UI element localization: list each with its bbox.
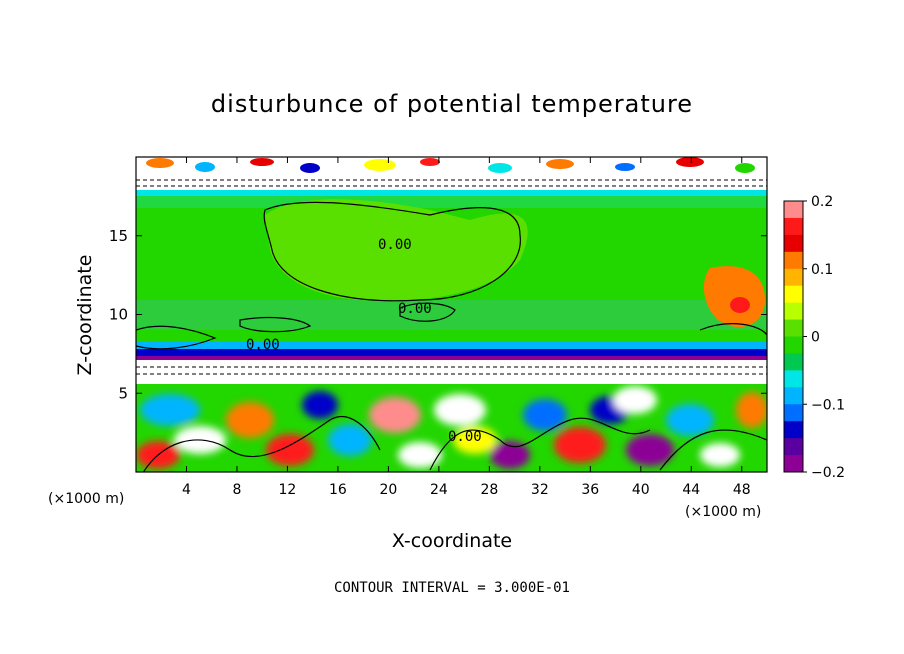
colorbar-swatch — [784, 370, 803, 388]
chart-title: disturbunce of potential temperature — [211, 90, 693, 118]
warm-patch-right — [703, 266, 765, 328]
x-axis: 4 8 12 16 20 24 28 32 36 40 44 48 — [182, 157, 751, 498]
x-tick-label: 40 — [632, 482, 650, 498]
colorbar-tick-label: −0.1 — [811, 397, 845, 413]
contour-lines — [136, 201, 767, 472]
y-tick-label: 15 — [109, 227, 128, 245]
x-axis-label: X-coordinate — [392, 530, 512, 552]
x-tick-label: 36 — [581, 482, 599, 498]
colorbar-swatch — [784, 217, 803, 236]
colorbar-swatch — [784, 438, 803, 456]
x-unit-right: (×1000 m) — [685, 504, 761, 520]
y-axis-label: Z-coordinate — [74, 255, 96, 376]
x-tick-label: 44 — [682, 482, 700, 498]
y-tick-label: 5 — [118, 384, 128, 402]
x-tick-label: 32 — [531, 482, 549, 498]
colorbar-tick-label: −0.2 — [811, 465, 845, 481]
contour-label: 0.00 — [398, 301, 432, 317]
upper-cyan-strip — [136, 190, 767, 196]
colorbar-swatch — [784, 455, 803, 473]
colorbar-swatch — [784, 319, 803, 337]
colorbar-tick-label: 0.2 — [811, 194, 833, 210]
x-tick-label: 12 — [279, 482, 297, 498]
colorbar-swatch — [784, 201, 803, 219]
x-tick-label: 48 — [733, 482, 751, 498]
colorbar-swatch — [784, 302, 803, 321]
x-tick-label: 8 — [232, 482, 241, 498]
colorbar-swatch — [784, 268, 803, 287]
colorbar-swatch — [784, 404, 803, 422]
colorbar-tick-label: 0 — [811, 330, 820, 346]
colorbar-swatch — [784, 251, 803, 270]
plot-area — [136, 157, 767, 472]
colorbar-swatch — [784, 285, 803, 304]
colorbar-swatch — [784, 336, 803, 354]
colorbar-swatch — [784, 387, 803, 405]
x-tick-label: 4 — [182, 482, 191, 498]
colorbar-swatch — [784, 234, 803, 253]
white-layer — [136, 360, 767, 384]
contour-label: 0.00 — [448, 429, 482, 445]
x-tick-label: 24 — [430, 482, 448, 498]
contour-labels: 0.00 0.00 0.00 0.00 — [246, 237, 482, 445]
warm-region — [265, 199, 528, 301]
contour-label: 0.00 — [246, 337, 280, 353]
contour-interval-text: CONTOUR INTERVAL = 3.000E-01 — [334, 580, 570, 596]
colorbar-swatch — [784, 353, 803, 371]
x-tick-label: 16 — [329, 482, 347, 498]
colorbar-swatch — [784, 421, 803, 439]
contour-label: 0.00 — [378, 237, 412, 253]
y-tick-label: 10 — [109, 306, 128, 324]
colorbar-tick-label: 0.1 — [811, 262, 833, 278]
upper-band — [136, 157, 767, 193]
colorbar: 0.2 0.1 0 −0.1 −0.2 — [783, 194, 845, 481]
x-tick-label: 20 — [379, 482, 397, 498]
contour-lines-dashed — [136, 179, 767, 375]
y-axis: 5 10 15 — [109, 227, 767, 402]
x-tick-label: 28 — [480, 482, 498, 498]
x-unit-left: (×1000 m) — [48, 491, 124, 507]
